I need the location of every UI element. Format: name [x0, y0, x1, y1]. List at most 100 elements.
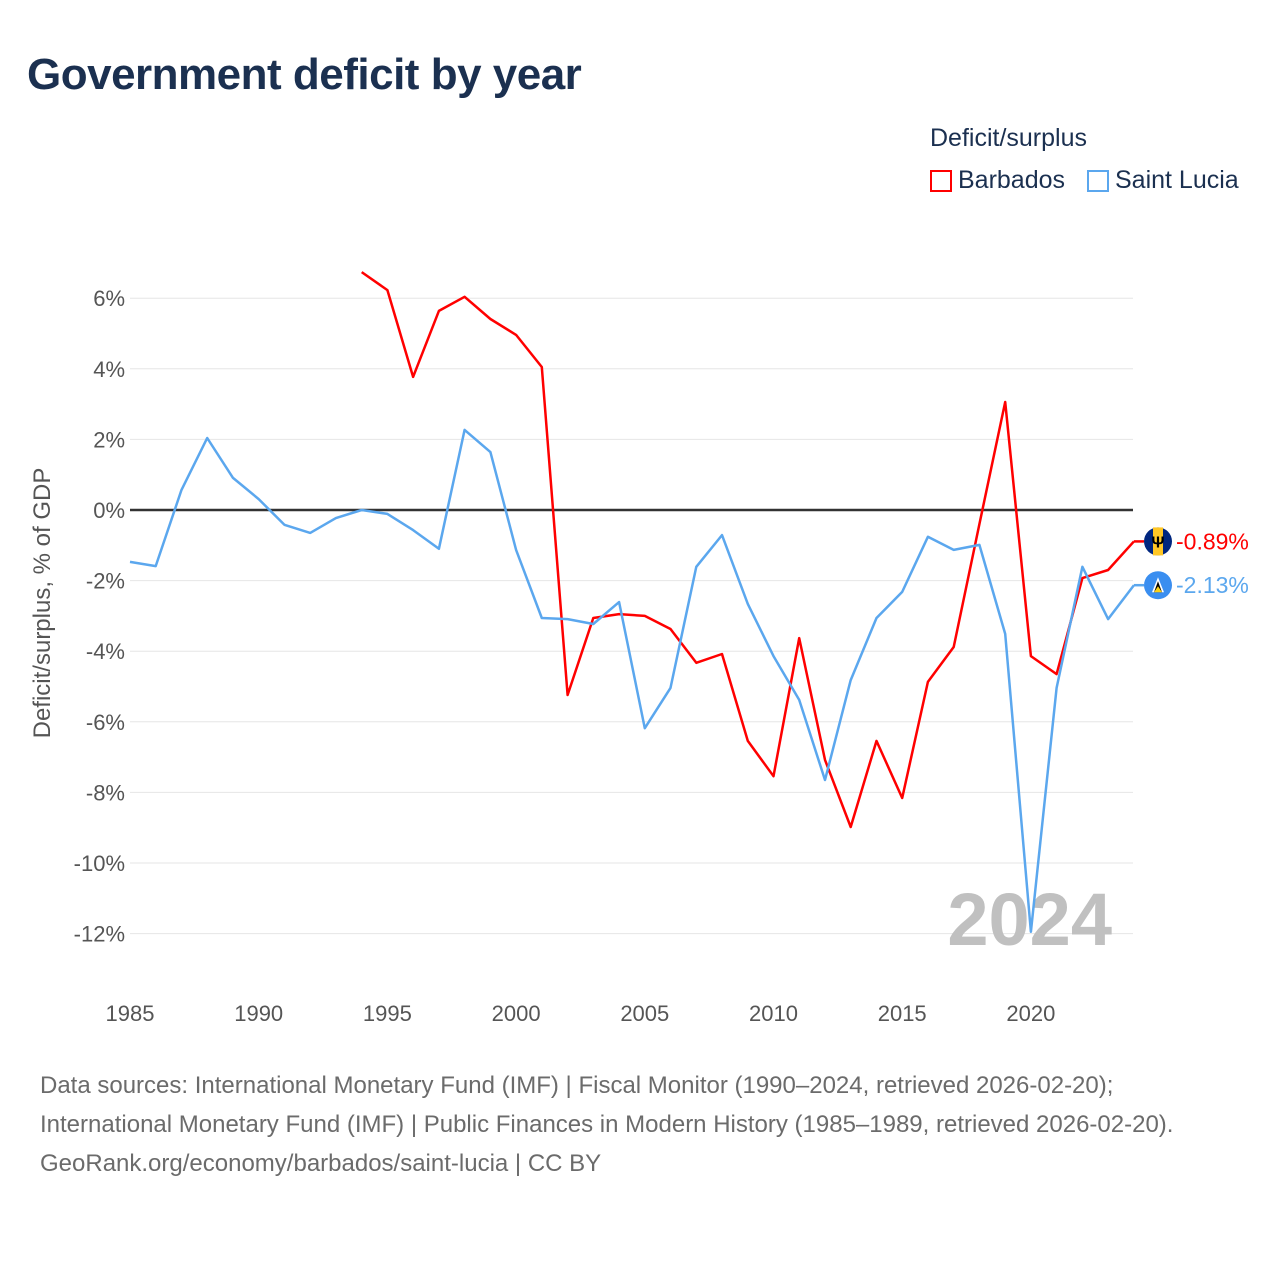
- x-tick-label: 1990: [234, 1001, 283, 1026]
- data-point[interactable]: [667, 684, 675, 692]
- data-point[interactable]: [538, 614, 546, 622]
- data-point[interactable]: [332, 514, 340, 522]
- y-tick-label: 4%: [93, 357, 125, 382]
- data-point[interactable]: [1027, 928, 1035, 936]
- end-value-label: -0.89%: [1176, 528, 1249, 554]
- data-point[interactable]: [744, 737, 752, 745]
- data-point[interactable]: [770, 652, 778, 660]
- y-tick-label: -6%: [86, 710, 125, 735]
- data-point[interactable]: [383, 286, 391, 294]
- legend-item-barbados[interactable]: Barbados: [930, 166, 1065, 195]
- barbados-flag-icon: Ψ: [1144, 527, 1172, 556]
- data-point[interactable]: [641, 724, 649, 732]
- series-line-barbados: [360, 271, 1135, 829]
- legend-swatch-barbados: [930, 169, 952, 192]
- legend-swatch-saint-lucia: [1087, 169, 1109, 192]
- saint-lucia-flag-icon: [1144, 571, 1172, 600]
- data-point[interactable]: [461, 293, 469, 301]
- y-axis-label: Deficit/surplus, % of GDP: [29, 468, 56, 739]
- data-point[interactable]: [924, 533, 932, 541]
- data-point[interactable]: [847, 823, 855, 831]
- data-point[interactable]: [1053, 684, 1061, 692]
- data-point[interactable]: [177, 486, 185, 494]
- data-point[interactable]: [512, 331, 520, 339]
- x-tick-label: 2000: [492, 1001, 541, 1026]
- data-point[interactable]: [950, 643, 958, 651]
- y-tick-label: -2%: [86, 569, 125, 594]
- credit-link[interactable]: GeoRank.org/economy/barbados/saint-lucia…: [40, 1150, 602, 1177]
- legend-title: Deficit/surplus: [930, 124, 1087, 152]
- data-point[interactable]: [615, 598, 623, 606]
- data-point[interactable]: [589, 620, 597, 628]
- data-point[interactable]: [203, 434, 211, 442]
- data-point[interactable]: [667, 625, 675, 633]
- data-point[interactable]: [1104, 615, 1112, 623]
- data-point[interactable]: [409, 526, 417, 534]
- data-point[interactable]: [718, 650, 726, 658]
- data-point[interactable]: [872, 614, 880, 622]
- data-point[interactable]: [564, 691, 572, 699]
- data-point[interactable]: [538, 363, 546, 371]
- data-point[interactable]: [306, 529, 314, 537]
- data-point[interactable]: [950, 546, 958, 554]
- data-point[interactable]: [486, 448, 494, 456]
- data-point[interactable]: [486, 315, 494, 323]
- data-point[interactable]: [641, 612, 649, 620]
- data-point[interactable]: [692, 563, 700, 571]
- data-point[interactable]: [1104, 566, 1112, 574]
- data-point[interactable]: [461, 426, 469, 434]
- x-tick-label: 1985: [106, 1001, 155, 1026]
- footer: Data sources: International Monetary Fun…: [40, 1066, 1240, 1183]
- svg-text:Ψ: Ψ: [1152, 534, 1165, 551]
- x-tick-label: 2015: [878, 1001, 927, 1026]
- data-point[interactable]: [898, 794, 906, 802]
- data-point[interactable]: [564, 615, 572, 623]
- data-point[interactable]: [1001, 630, 1009, 638]
- y-tick-label: 6%: [93, 286, 125, 311]
- data-point[interactable]: [435, 307, 443, 315]
- data-point[interactable]: [358, 268, 366, 276]
- x-tick-label: 2010: [749, 1001, 798, 1026]
- data-point[interactable]: [1078, 563, 1086, 571]
- data-point[interactable]: [770, 772, 778, 780]
- data-point[interactable]: [358, 506, 366, 514]
- y-tick-label: -12%: [74, 922, 125, 947]
- data-point[interactable]: [409, 373, 417, 381]
- data-point[interactable]: [1001, 398, 1009, 406]
- data-point[interactable]: [821, 756, 829, 764]
- x-tick-label: 1995: [363, 1001, 412, 1026]
- data-point[interactable]: [692, 659, 700, 667]
- data-point[interactable]: [383, 510, 391, 518]
- data-point[interactable]: [152, 562, 160, 570]
- data-point[interactable]: [847, 676, 855, 684]
- y-tick-label: -8%: [86, 780, 125, 805]
- data-point[interactable]: [255, 495, 263, 503]
- legend-label: Barbados: [958, 166, 1066, 194]
- data-point[interactable]: [229, 474, 237, 482]
- data-point[interactable]: [795, 634, 803, 642]
- legend-item-saint-lucia[interactable]: Saint Lucia: [1087, 166, 1239, 195]
- end-value-label: -2.13%: [1176, 572, 1249, 598]
- y-tick-label: -4%: [86, 639, 125, 664]
- data-point[interactable]: [975, 520, 983, 528]
- data-point[interactable]: [924, 678, 932, 686]
- x-tick-label: 2020: [1006, 1001, 1055, 1026]
- data-point[interactable]: [1027, 652, 1035, 660]
- data-point[interactable]: [280, 521, 288, 529]
- data-point[interactable]: [744, 600, 752, 608]
- data-sources: Data sources: International Monetary Fun…: [40, 1072, 1174, 1138]
- data-point[interactable]: [795, 696, 803, 704]
- data-point[interactable]: [872, 737, 880, 745]
- data-point[interactable]: [898, 588, 906, 596]
- data-point[interactable]: [512, 546, 520, 554]
- series-line-saint-lucia: [129, 428, 1135, 934]
- y-tick-label: -10%: [74, 851, 125, 876]
- data-point[interactable]: [435, 545, 443, 553]
- data-point[interactable]: [821, 776, 829, 784]
- legend-label: Saint Lucia: [1115, 166, 1239, 194]
- data-point[interactable]: [975, 541, 983, 549]
- y-tick-label: 2%: [93, 427, 125, 452]
- data-point[interactable]: [126, 558, 134, 566]
- y-tick-label: 0%: [93, 498, 125, 523]
- data-point[interactable]: [718, 531, 726, 539]
